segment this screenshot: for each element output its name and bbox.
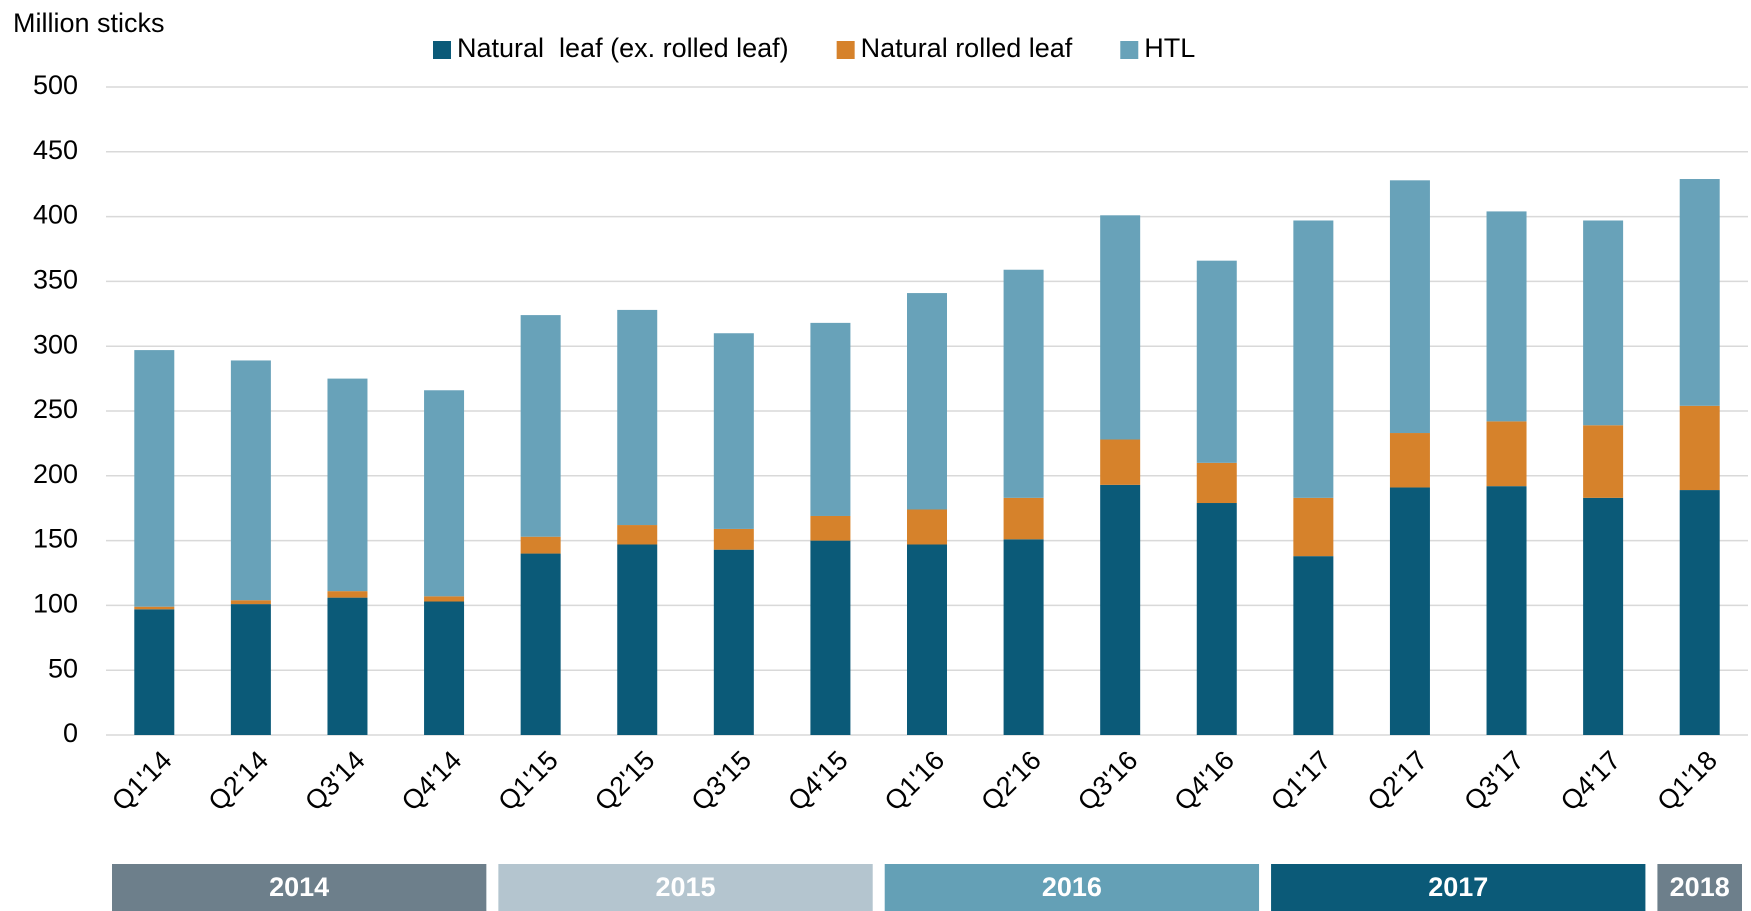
- bar-segment: [907, 544, 947, 735]
- bar-segment: [1293, 220, 1334, 498]
- x-tick-label: Q1'17: [1265, 745, 1337, 817]
- y-tick-label: 250: [33, 394, 78, 424]
- bar-segment: [520, 536, 561, 554]
- x-tick-label: Q4'16: [1168, 745, 1240, 817]
- bar-segment: [1486, 211, 1527, 422]
- legend-label: Natural leaf (ex. rolled leaf): [457, 33, 789, 63]
- bar-segment: [1389, 487, 1430, 735]
- x-tick-label: Q1'16: [879, 745, 951, 817]
- bar-segment: [1389, 433, 1430, 488]
- bar-segment: [134, 606, 175, 610]
- year-label: 2014: [269, 872, 329, 902]
- bar-segment: [617, 525, 658, 545]
- y-tick-label: 150: [33, 524, 78, 554]
- bar-segment: [1003, 497, 1044, 540]
- bar-segment: [327, 591, 368, 598]
- x-tick-label: Q4'14: [396, 745, 468, 817]
- bar-segment: [424, 596, 465, 602]
- x-tick-label: Q2'16: [975, 745, 1047, 817]
- bar-segment: [1003, 269, 1044, 498]
- x-tick-label: Q4'15: [782, 745, 854, 817]
- x-tick-label: Q4'17: [1555, 745, 1627, 817]
- bar-segment: [713, 333, 754, 529]
- x-tick-label: Q3'14: [299, 745, 371, 817]
- x-tick-label: Q1'14: [106, 745, 178, 817]
- bar-segment: [1196, 503, 1237, 735]
- bar-segment: [1679, 405, 1720, 491]
- bar-segment: [1486, 421, 1527, 487]
- bar-segment: [617, 309, 658, 526]
- bar-segment: [424, 390, 465, 597]
- bar-segment: [1003, 539, 1044, 735]
- bar-segment: [1389, 180, 1430, 434]
- bar-segment: [1583, 220, 1624, 426]
- bar-segment: [810, 515, 851, 541]
- legend-label: HTL: [1144, 33, 1195, 63]
- bar-segment: [1100, 439, 1141, 485]
- legend-swatch: [1120, 41, 1139, 59]
- bar-segment: [520, 315, 561, 537]
- year-label: 2017: [1428, 872, 1488, 902]
- y-tick-label: 300: [33, 329, 78, 359]
- legend-swatch: [433, 41, 451, 59]
- bar-segment: [617, 544, 658, 735]
- x-tick-label: Q2'14: [203, 745, 275, 817]
- bar-segment: [134, 609, 175, 735]
- year-band: [884, 864, 1260, 911]
- bar-segment: [1679, 179, 1720, 406]
- x-tick-label: Q2'17: [1362, 745, 1434, 817]
- bar-segment: [1196, 462, 1237, 504]
- y-tick-label: 450: [33, 135, 78, 165]
- legend-swatch: [836, 41, 855, 59]
- y-axis-label: Million sticks: [13, 8, 165, 38]
- bar-segment: [520, 553, 561, 735]
- y-tick-label: 350: [33, 265, 78, 295]
- bar-segment: [907, 509, 947, 545]
- y-tick-label: 50: [48, 653, 78, 683]
- bar-segment: [810, 540, 851, 735]
- x-tick-label: Q1'15: [492, 745, 564, 817]
- x-tick-label: Q1'18: [1651, 745, 1723, 817]
- year-band: [1271, 864, 1646, 911]
- year-label: 2015: [655, 872, 715, 902]
- bar-segment: [810, 322, 851, 516]
- x-tick-label: Q3'17: [1458, 745, 1530, 817]
- bar-segment: [1679, 490, 1720, 735]
- bar-segment: [1100, 484, 1141, 735]
- bar-segment: [1293, 497, 1334, 557]
- year-label: 2016: [1042, 872, 1102, 902]
- x-tick-label: Q3'16: [1072, 745, 1144, 817]
- bar-segment: [327, 378, 368, 592]
- year-band: [112, 864, 487, 911]
- year-band: [498, 864, 873, 911]
- bar-segment: [713, 549, 754, 735]
- year-band: [1657, 864, 1742, 911]
- bar-segment: [424, 601, 465, 735]
- x-tick-label: Q3'15: [686, 745, 758, 817]
- y-tick-label: 0: [63, 718, 78, 748]
- bar-segment: [1583, 425, 1624, 498]
- bar-segment: [230, 600, 271, 605]
- y-tick-label: 100: [33, 589, 78, 619]
- bar-segment: [713, 528, 754, 550]
- bar-segment: [1293, 556, 1334, 735]
- y-tick-label: 500: [33, 70, 78, 100]
- legend-label: Natural rolled leaf: [861, 33, 1073, 63]
- year-label: 2018: [1670, 872, 1730, 902]
- bar-segment: [327, 597, 368, 735]
- x-tick-label: Q2'15: [589, 745, 661, 817]
- bar-segment: [230, 604, 271, 735]
- bar-segment: [1196, 260, 1237, 463]
- bar-segment: [230, 360, 271, 601]
- bar-segment: [1583, 497, 1624, 735]
- bar-segment: [134, 350, 175, 607]
- bar-segment: [1486, 486, 1527, 735]
- bar-segment: [1100, 215, 1141, 440]
- bar-segment: [907, 293, 947, 510]
- y-tick-label: 400: [33, 200, 78, 230]
- y-tick-label: 200: [33, 459, 78, 489]
